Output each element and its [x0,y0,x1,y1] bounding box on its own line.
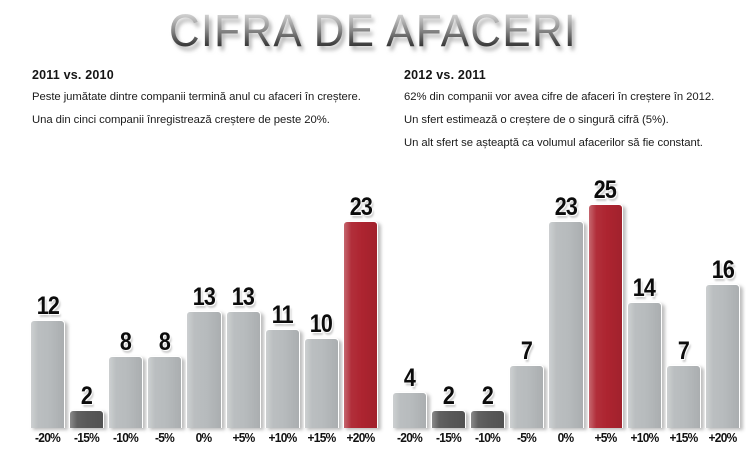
x-axis-tick: +10% [630,430,659,445]
bar-rect [30,320,66,428]
page-title: CIFRA DE AFACERI [168,5,578,56]
x-axis-tick: +5% [594,430,617,445]
bar-column: 4 [392,178,428,428]
bars-container: 4 2 2 7 23 25 14 7 16 [392,178,740,428]
bar-value-label: 10 [310,310,333,338]
bar-value-label: 8 [120,328,132,356]
bar-column: 8 [108,178,144,428]
bar-chart-2012: 4 2 2 7 23 25 14 7 16 -20% -15% -10% -5% 0% +5% +10% +1… [392,175,740,445]
x-axis-tick: -20% [397,430,423,445]
bar-value-label: 7 [521,337,533,365]
summary-heading-2012: 2012 vs. 2011 [404,68,486,82]
bar-rect [626,302,662,428]
bar-column: 13 [186,178,222,428]
x-axis-tick: -5% [517,430,537,445]
bar-value-label: 2 [443,382,455,410]
bar-rect [509,365,545,428]
bar-rect [108,356,144,428]
summary-block-2012: 2012 vs. 2011 62% din companii vor avea … [404,68,744,160]
bar-value-label: 2 [482,382,494,410]
bar-value-label: 4 [403,364,416,392]
summary-line: Una din cinci companii înregistrează cre… [32,114,330,126]
x-axis-labels: -20% -15% -10% -5% 0% +5% +10% +15% +20% [30,428,378,445]
bar-column: 25 [587,176,623,428]
bar-value-label: 8 [159,328,171,356]
x-axis-tick: 0% [558,430,575,445]
bar-value-label: 11 [271,301,294,329]
summary-block-2011: 2011 vs. 2010 Peste jumătate dintre comp… [32,68,382,137]
x-axis-tick: +20% [346,430,375,445]
bar-value-label: 14 [633,274,656,302]
summary-line: 62% din companii vor avea cifre de aface… [404,91,715,103]
x-axis-tick: -15% [74,430,100,445]
x-axis-tick: +15% [669,430,698,445]
bar-rect [587,204,623,428]
bar-rect [186,311,222,428]
x-axis-tick: -15% [436,430,462,445]
bar-rect [342,221,378,428]
bar-value-label: 16 [711,256,734,284]
bar-value-label: 12 [36,292,59,320]
bar-column: 2 [69,178,105,428]
bar-value-label: 7 [677,337,690,365]
bar-rect [548,221,584,428]
bar-column: 2 [431,178,467,428]
x-axis-tick: +20% [708,430,737,445]
x-axis-tick: -20% [35,430,61,445]
x-axis-labels: -20% -15% -10% -5% 0% +5% +10% +15% +20% [392,428,740,445]
summary-line: Un sfert estimează o creștere de o singu… [404,114,669,126]
bar-value-label: 23 [349,193,372,221]
bar-column: 7 [509,178,545,428]
bar-rect [470,410,506,428]
bar-value-label: 13 [192,283,216,311]
bars-container: 12 2 8 8 13 13 11 10 23 [30,178,378,428]
bar-rect [69,410,105,428]
bar-column: 16 [704,178,740,428]
bar-value-label: 23 [554,193,578,221]
bar-column: 13 [225,178,261,428]
x-axis-tick: -10% [113,430,139,445]
bar-column: 2 [470,178,506,428]
summary-line: Peste jumătate dintre companii termină a… [32,91,361,103]
bar-column: 8 [147,178,183,428]
bar-rect [147,356,183,428]
bar-column: 10 [303,178,339,428]
bar-value-label: 13 [231,283,255,311]
bar-column: 14 [626,178,662,428]
x-axis-tick: -10% [475,430,501,445]
x-axis-tick: +15% [307,430,336,445]
bar-rect [264,329,300,428]
summary-line: Un alt sfert se așteaptă ca volumul afac… [404,137,703,149]
bar-value-label: 2 [81,382,93,410]
x-axis-tick: +10% [268,430,297,445]
bar-rect [431,410,467,428]
bar-rect [225,311,261,428]
summary-heading-2011: 2011 vs. 2010 [32,68,114,82]
bar-column: 11 [264,178,300,428]
bar-rect [665,365,701,428]
bar-column: 23 [342,178,378,428]
bar-column: 12 [30,178,66,428]
bar-rect [704,284,740,428]
bar-chart-2011: 12 2 8 8 13 13 11 10 23 -20% -15% -10% -5% 0% +5% +10%… [30,175,378,445]
bar-rect [303,338,339,428]
title-bar: CIFRA DE AFACERI [0,0,746,60]
bar-rect [392,392,428,428]
x-axis-tick: -5% [155,430,175,445]
x-axis-tick: +5% [232,430,255,445]
x-axis-tick: 0% [196,430,213,445]
bar-value-label: 25 [593,176,617,204]
bar-column: 7 [665,178,701,428]
bar-column: 23 [548,178,584,428]
